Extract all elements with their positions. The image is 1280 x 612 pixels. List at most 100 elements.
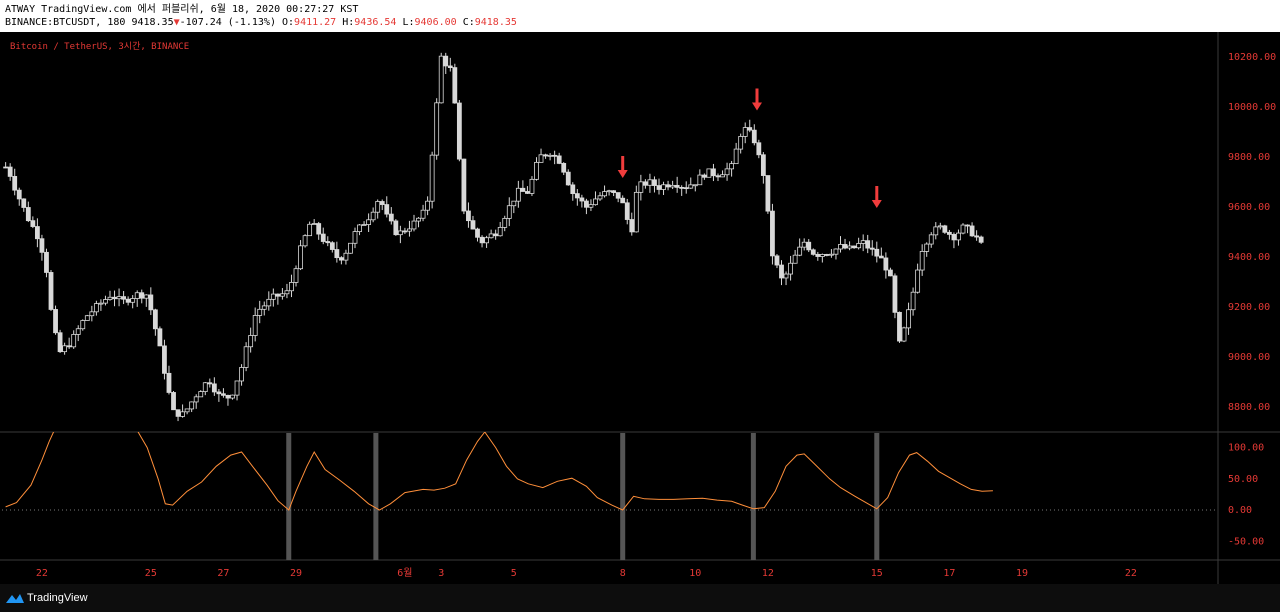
oscillator-axis[interactable]: -50.00 0.00 50.00 100.00 [1228, 443, 1264, 548]
time-tick-label: 22 [1125, 568, 1137, 579]
candle-body [234, 380, 240, 396]
candle-body [80, 320, 86, 330]
candle-body [266, 298, 272, 307]
candle-body [969, 225, 975, 237]
candle-body [502, 218, 508, 228]
candle-body [425, 200, 431, 211]
candle-body [116, 296, 122, 300]
chart-canvas[interactable]: Bitcoin / TetherUS, 3시간, BINANCE 8800.00… [0, 32, 1280, 584]
candle-body [130, 298, 136, 303]
candle-body [225, 394, 231, 399]
time-tick-label: 22 [36, 568, 48, 579]
candle-body [280, 293, 285, 297]
candle-body [248, 335, 254, 348]
candle-body [779, 264, 784, 279]
candle-body [107, 296, 113, 300]
candle-body [307, 223, 313, 237]
candle-body [134, 292, 140, 299]
candle-body [724, 168, 730, 176]
candle-body [48, 272, 54, 310]
candle-body [202, 382, 208, 393]
oscillator-tick-label: -50.00 [1228, 536, 1264, 547]
candle-body [366, 219, 372, 225]
candle-body [461, 158, 467, 212]
candle-body [556, 155, 562, 164]
candle-body [98, 302, 104, 305]
oscillator-tick-label: 100.00 [1228, 443, 1264, 454]
candle-body [529, 178, 535, 194]
candle-body [211, 383, 217, 393]
candle-body [84, 315, 90, 321]
candle-body [316, 223, 322, 235]
candle-body [89, 311, 95, 317]
candle-body [897, 311, 902, 342]
candle-body [475, 228, 480, 238]
candle-body [960, 224, 966, 234]
down-arrow-head-icon [617, 170, 628, 178]
candle-body [497, 226, 503, 237]
candle-body [397, 230, 403, 236]
candle-body [66, 345, 72, 348]
candle-body [443, 55, 449, 67]
candle-body [402, 230, 408, 233]
down-arrow-icon: ▼ [173, 17, 180, 28]
candle-body [733, 148, 739, 165]
candle-body [30, 220, 36, 227]
candle-body [797, 246, 803, 256]
candle-body [44, 251, 49, 273]
candle-body [189, 401, 195, 410]
candle-body [506, 205, 512, 219]
chart-title: Bitcoin / TetherUS, 3시간, BINANCE [10, 41, 189, 52]
candle-body [615, 192, 621, 199]
price-tick-label: 10200.00 [1228, 52, 1276, 63]
candle-body [697, 174, 703, 186]
symbol-label: BINANCE:BTCUSDT, 180 [5, 17, 126, 28]
oscillator-tick-label: 0.00 [1228, 505, 1252, 516]
time-tick-label: 19 [1016, 568, 1028, 579]
oscillator-tick-label: 50.00 [1228, 474, 1258, 485]
chart-header: ATWAY TradingView.com 에서 퍼블리쉬, 6월 18, 20… [0, 0, 1280, 32]
low-value: 9406.00 [414, 17, 457, 28]
candle-body [729, 163, 734, 170]
candle-body [275, 293, 281, 297]
zero-cross-highlight-bar [750, 433, 756, 560]
candle-body [261, 305, 267, 310]
candle-body [3, 166, 9, 169]
candle-body [7, 166, 13, 177]
candle-body [184, 408, 190, 413]
candle-body [642, 181, 648, 186]
candle-body [139, 292, 145, 299]
candle-body [765, 175, 771, 212]
price-tick-label: 8800.00 [1228, 402, 1270, 413]
candle-body [874, 248, 880, 257]
candle-body [538, 154, 544, 163]
candle-body [221, 393, 226, 396]
candle-body [792, 254, 798, 264]
candle-body [597, 195, 603, 200]
close-value: 9418.35 [474, 17, 517, 28]
candle-body [16, 189, 22, 200]
time-tick-label: 15 [871, 568, 883, 579]
zero-cross-highlight-bar [373, 433, 379, 560]
candle-body [325, 241, 331, 244]
candle-body [751, 129, 757, 144]
time-axis[interactable]: 22 25 27 29 6월 3 5 8 10 12 15 17 19 22 [36, 567, 1137, 579]
candle-body [602, 191, 607, 197]
candle-body [679, 186, 685, 189]
candle-body [515, 187, 521, 202]
candle-body [647, 179, 653, 186]
price-axis[interactable]: 8800.00 9000.00 9200.00 9400.00 9600.00 9800.… [1228, 52, 1276, 413]
price-tick-label: 10000.00 [1228, 102, 1276, 113]
candle-body [561, 163, 567, 173]
candle-body [692, 184, 698, 187]
candle-body [638, 181, 644, 193]
candle-body [919, 251, 925, 271]
candle-body [788, 262, 793, 275]
candle-body [901, 327, 907, 342]
candle-body [152, 309, 158, 330]
candle-body [674, 184, 680, 188]
time-tick-label: 10 [689, 568, 701, 579]
tradingview-logo[interactable]: TradingView [6, 592, 88, 604]
candle-body [711, 168, 716, 177]
candle-body [652, 179, 657, 186]
